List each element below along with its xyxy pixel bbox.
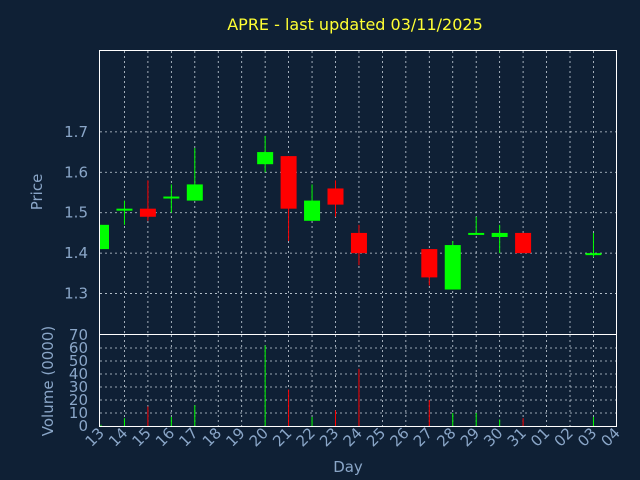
volume-tick-label: 20 (69, 391, 88, 409)
candle-body (421, 249, 438, 278)
candle-28 (444, 241, 461, 290)
candle-29 (468, 216, 485, 235)
candle-body (257, 152, 274, 165)
volume-tick-label: 0 (78, 417, 88, 435)
candle-14 (116, 200, 133, 225)
candle-body (585, 253, 602, 256)
candle-body (280, 156, 297, 209)
candle-17 (186, 148, 203, 201)
price-tick-label: 1.7 (64, 123, 88, 141)
volume-tick-label: 50 (69, 352, 88, 370)
x-axis-label: Day (333, 458, 363, 476)
x-tick-label: 26 (386, 424, 412, 450)
x-tick-label: 15 (128, 424, 154, 450)
candle-body (491, 232, 508, 237)
candle-20 (257, 135, 274, 173)
x-tick-label: 03 (574, 424, 600, 450)
volume-tick-label: 30 (69, 378, 88, 396)
x-tick-label: 27 (410, 424, 436, 450)
candle-03 (585, 232, 602, 258)
x-tick-label: 18 (199, 424, 225, 450)
candle-body (163, 196, 180, 199)
candle-27 (421, 249, 438, 286)
x-tick-label: 16 (152, 424, 178, 450)
price-tick-label: 1.6 (64, 163, 88, 181)
candle-31 (515, 232, 532, 254)
volume-bars (100, 345, 594, 426)
price-tick-labels: 1.3 1.4 1.5 1.6 1.7 (64, 123, 88, 303)
volume-grid (100, 335, 616, 426)
x-tick-label: 31 (504, 424, 530, 450)
volume-tick-label: 40 (69, 365, 88, 383)
x-tick-label: 25 (363, 424, 389, 450)
candle-body (468, 232, 485, 235)
candles (100, 135, 602, 290)
candle-23 (327, 180, 344, 217)
x-tick-labels: 1314151617181920212223242526272829303101… (82, 424, 624, 450)
x-tick-label: 17 (175, 424, 201, 450)
x-tick-label: 30 (480, 424, 506, 450)
price-tick-label: 1.4 (64, 244, 88, 262)
x-tick-label: 23 (316, 424, 342, 450)
x-tick-label: 14 (105, 424, 131, 450)
volume-panel-frame (99, 334, 617, 427)
x-tick-label: 02 (551, 424, 577, 450)
candle-body (186, 184, 203, 201)
volume-tick-label: 70 (69, 326, 88, 344)
price-grid (100, 51, 616, 334)
price-panel-frame (99, 50, 617, 335)
volume-tick-label: 60 (69, 339, 88, 357)
candle-body (100, 224, 109, 250)
price-tick-label: 1.3 (64, 285, 88, 303)
price-tick-label: 1.5 (64, 204, 88, 222)
volume-tick-label: 10 (69, 404, 88, 422)
x-tick-label: 24 (340, 424, 366, 450)
candle-body (444, 245, 461, 290)
x-tick-label: 28 (433, 424, 459, 450)
candle-body (327, 188, 344, 205)
candle-13 (100, 224, 109, 250)
x-tick-label: 20 (246, 424, 272, 450)
x-tick-label: 29 (457, 424, 483, 450)
candle-body (304, 200, 321, 221)
candle-24 (350, 224, 367, 266)
candle-21 (280, 156, 297, 242)
candle-15 (139, 180, 156, 221)
x-tick-label: 04 (597, 424, 623, 450)
candle-body (116, 208, 133, 211)
candle-30 (491, 224, 508, 254)
chart-title: APRE - last updated 03/11/2025 (227, 15, 483, 34)
x-tick-label: 21 (269, 424, 295, 450)
candle-22 (304, 184, 321, 221)
candle-body (139, 208, 156, 217)
x-tick-label: 01 (527, 424, 553, 450)
volume-axis-label: Volume (0000) (39, 326, 57, 436)
x-tick-label: 22 (293, 424, 319, 450)
candle-16 (163, 184, 180, 213)
candle-body (350, 232, 367, 254)
x-tick-label: 19 (222, 424, 248, 450)
candle-body (515, 232, 532, 254)
price-axis-label: Price (28, 174, 46, 211)
